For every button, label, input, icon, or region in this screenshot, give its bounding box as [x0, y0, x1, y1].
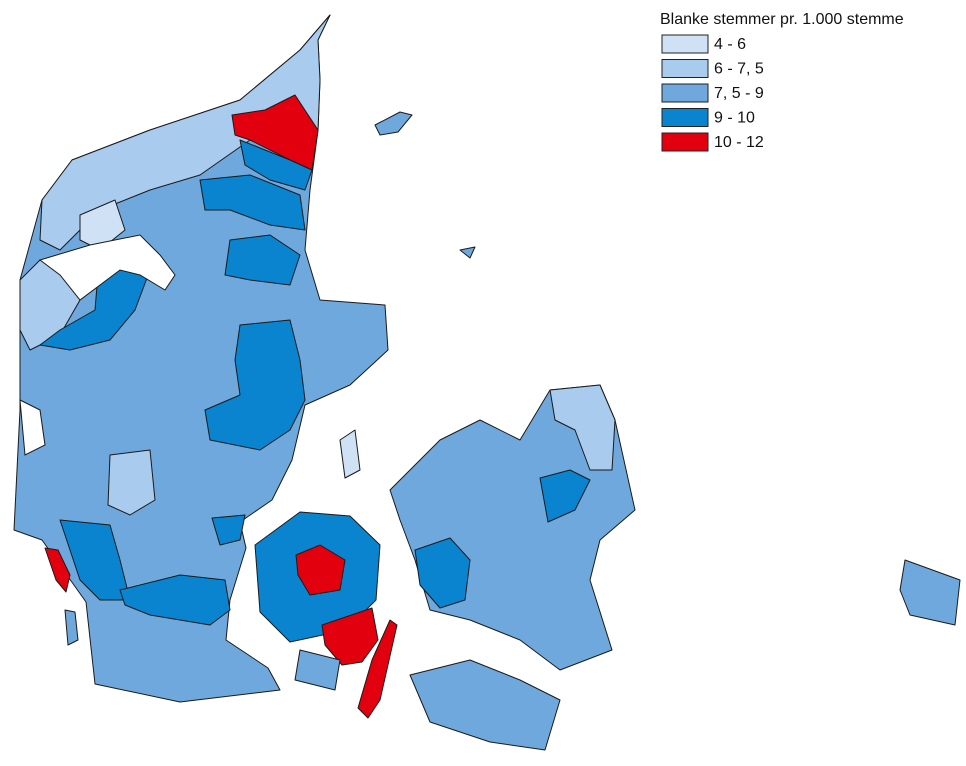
region — [321, 607, 379, 666]
legend-swatch — [661, 34, 709, 54]
island — [459, 246, 476, 259]
region — [204, 319, 306, 451]
region — [224, 234, 301, 286]
region — [107, 449, 156, 516]
region — [211, 514, 246, 546]
bornholm — [899, 559, 961, 626]
legend-swatch — [661, 132, 709, 152]
region — [294, 649, 341, 691]
lolland-falster — [409, 659, 561, 751]
region — [539, 469, 591, 523]
legend-label: 10 - 12 — [714, 134, 764, 151]
region — [549, 384, 616, 471]
legend-swatch — [661, 59, 709, 78]
legend-swatch — [661, 83, 709, 103]
fjord — [19, 399, 46, 456]
region — [44, 547, 71, 593]
legend-label: 7, 5 - 9 — [714, 85, 764, 102]
island — [374, 111, 413, 136]
region — [59, 519, 131, 601]
legend: Blanke stemmer pr. 1.000 stemme 4 - 6 6 -… — [660, 11, 904, 152]
region — [295, 544, 346, 596]
region — [119, 574, 231, 626]
legend-title: Blanke stemmer pr. 1.000 stemme — [660, 11, 904, 28]
map-regions — [13, 14, 961, 751]
region — [339, 429, 361, 479]
region — [199, 174, 306, 231]
fjord — [38, 234, 176, 301]
region — [414, 537, 471, 609]
region — [357, 619, 398, 719]
region — [239, 139, 313, 191]
legend-label: 9 - 10 — [714, 110, 755, 127]
legend-swatch — [661, 108, 709, 127]
legend-label: 4 - 6 — [714, 36, 746, 53]
island — [64, 609, 79, 646]
legend-label: 6 - 7, 5 — [714, 61, 764, 78]
